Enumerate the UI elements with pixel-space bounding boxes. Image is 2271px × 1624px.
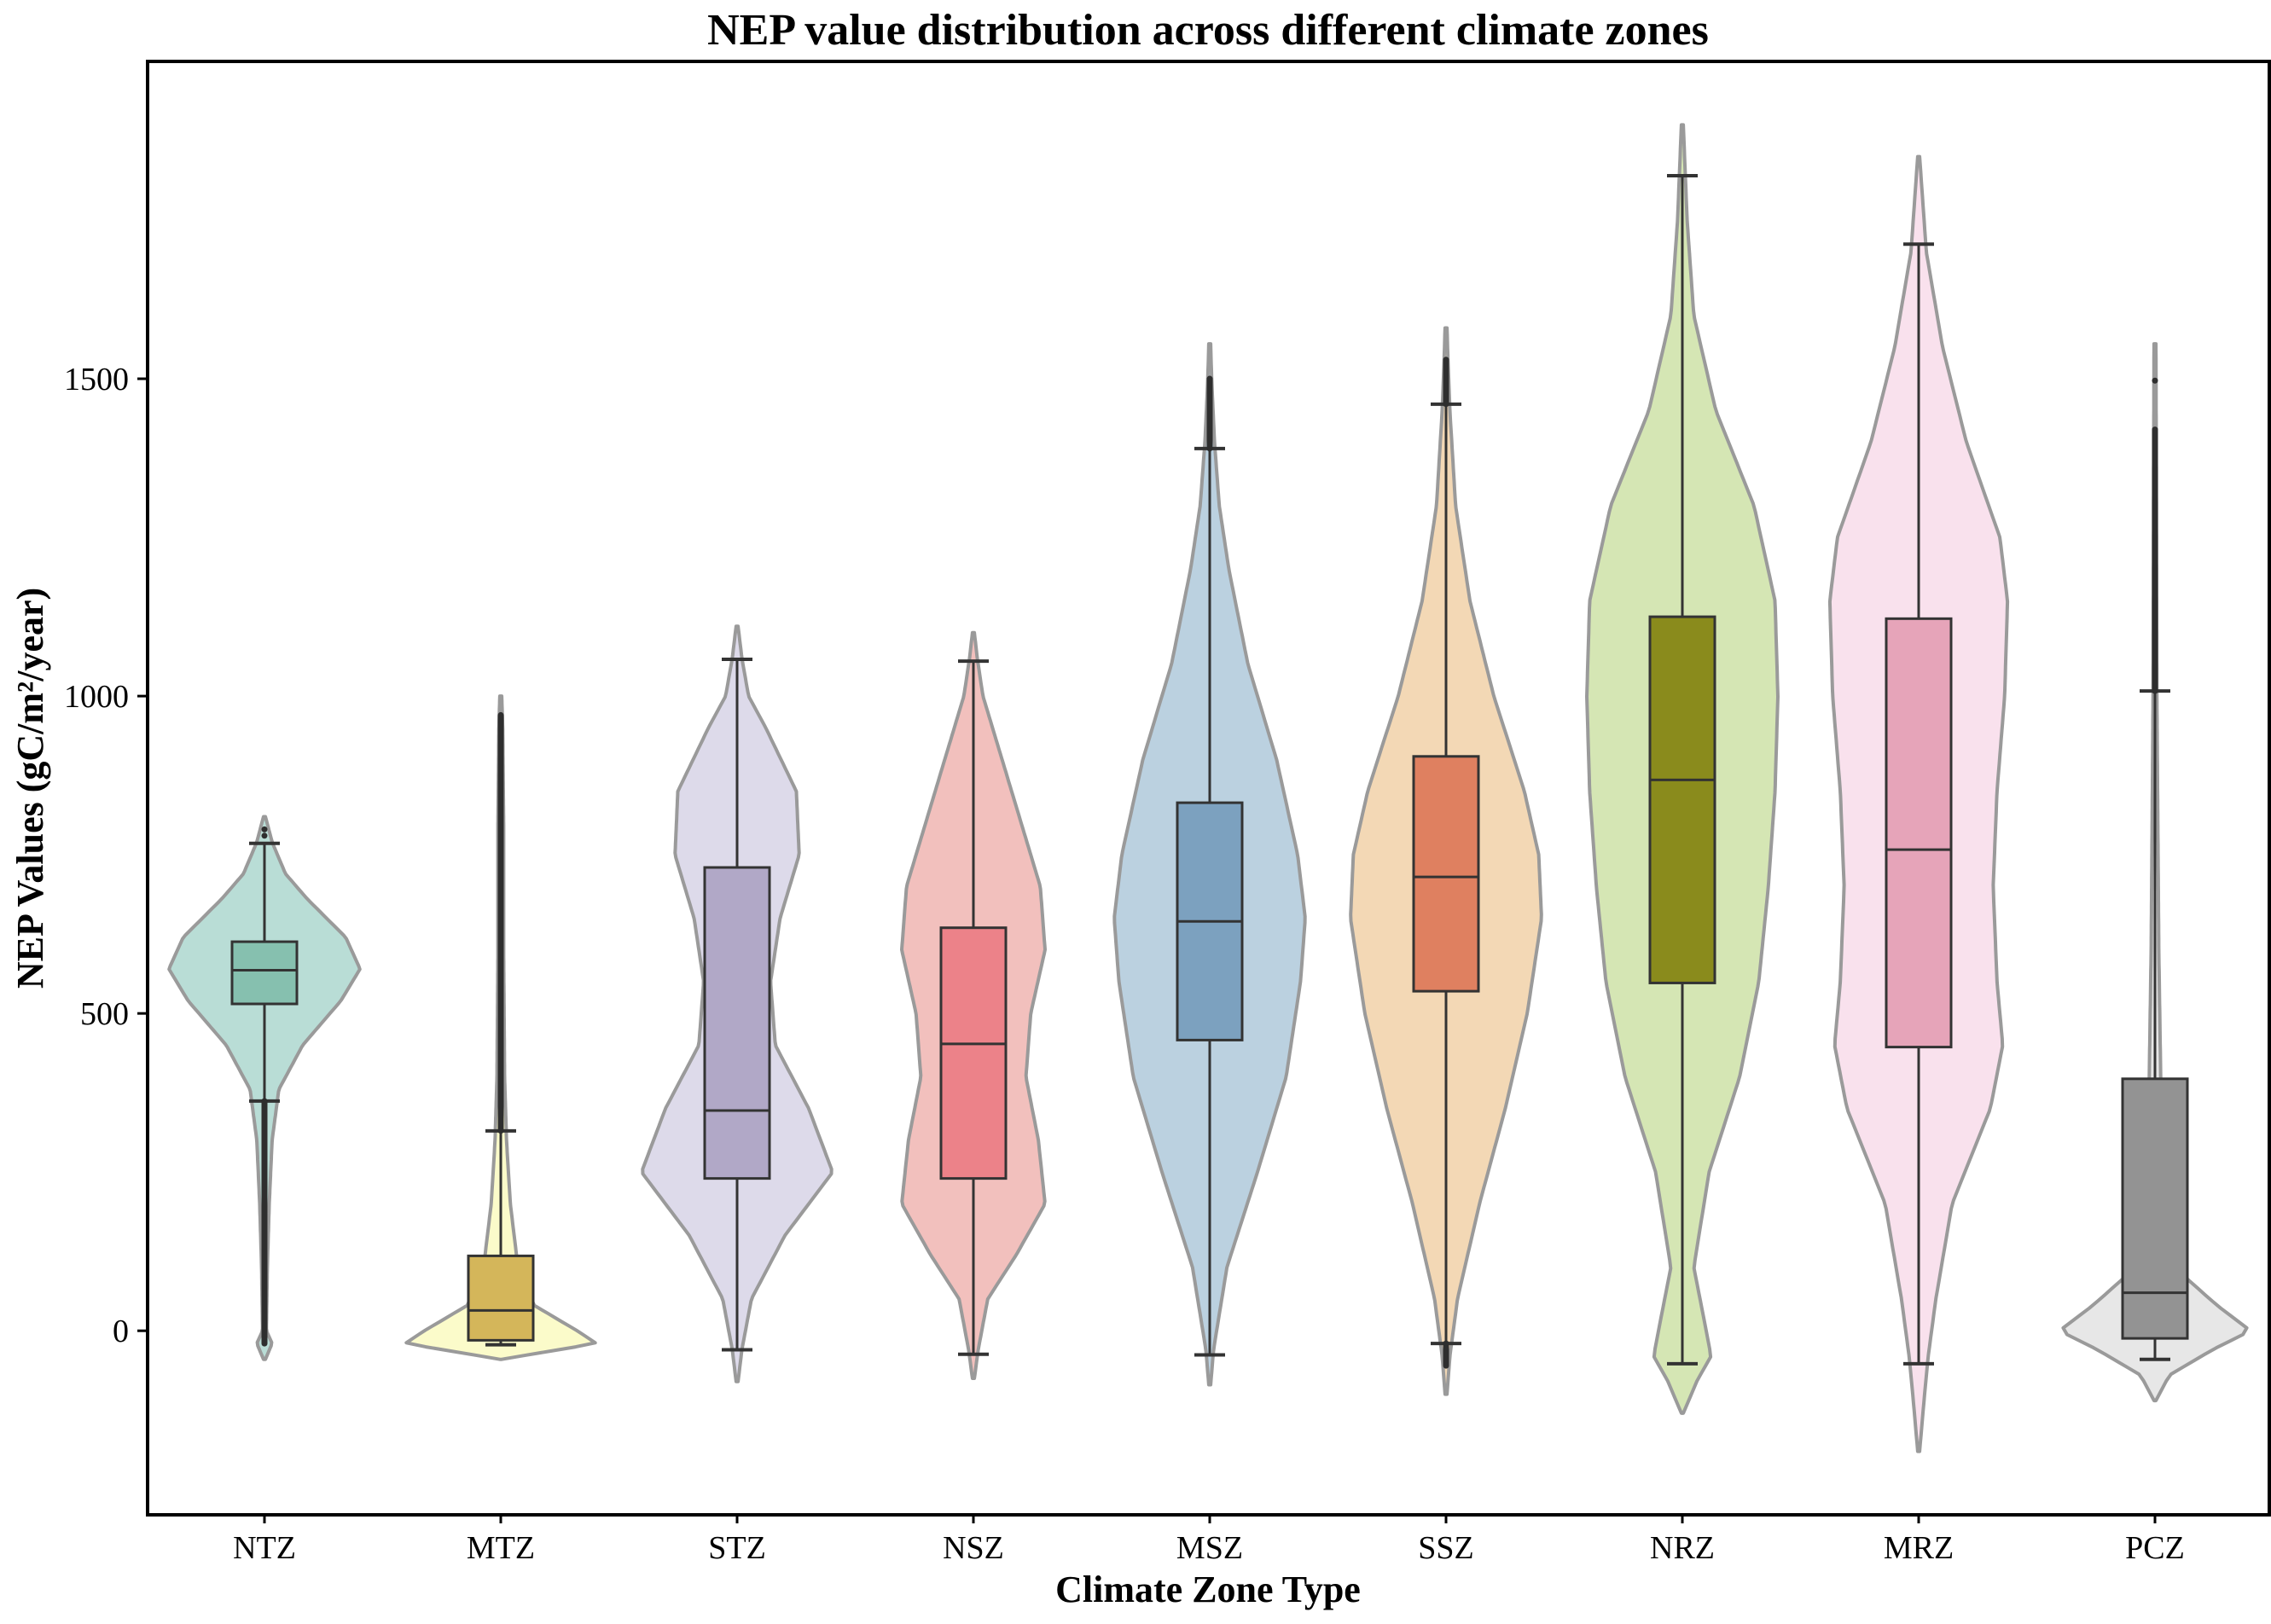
y-axis-ticks: 0 500 1000 1500 [64,362,148,1349]
x-tick-label: SSZ [1418,1530,1473,1566]
violin-group-mtz [404,694,597,1361]
x-axis-label: Climate Zone Type [1055,1569,1361,1610]
violin-group-msz [1112,342,1307,1387]
x-tick-label: STZ [708,1530,766,1566]
x-tick-label: MTZ [467,1530,535,1566]
violin-group-ssz [1349,326,1543,1396]
x-axis-ticks: NTZ MTZ STZ NSZ MSZ SSZ NRZ MRZ PCZ [233,1515,2185,1566]
y-tick-label: 500 [80,996,129,1032]
iqr-box [2121,1077,2189,1340]
x-tick-label: PCZ [2125,1530,2185,1566]
chart-title: NEP value distribution across different … [707,6,1709,55]
outlier-point [261,832,268,839]
y-tick-label: 1500 [64,362,129,397]
iqr-box [1648,615,1716,984]
iqr-box [939,926,1008,1180]
y-tick-label: 0 [113,1314,129,1349]
x-tick-label: MSZ [1176,1530,1243,1566]
violin-group-ntz [167,815,362,1361]
iqr-box [1412,755,1480,993]
y-tick-label: 1000 [64,679,129,715]
violin-group-nsz [900,630,1047,1380]
violin-group-nrz [1585,123,1780,1415]
x-tick-label: NTZ [233,1530,296,1566]
plot-area [167,123,2249,1453]
iqr-box [1885,617,1953,1049]
outlier-point [261,826,268,832]
outlier-point [2152,377,2158,384]
iqr-box [703,866,771,1180]
violin-group-mrz [1827,154,2010,1453]
y-axis-label: NEP Values (gC/m²/year) [9,588,51,989]
iqr-box [230,940,299,1006]
violin-group-pcz [2061,342,2249,1403]
iqr-box [467,1254,535,1342]
violin-group-stz [641,624,833,1383]
x-tick-label: NSZ [943,1530,1004,1566]
x-tick-label: NRZ [1650,1530,1715,1566]
x-tick-label: MRZ [1884,1530,1954,1566]
